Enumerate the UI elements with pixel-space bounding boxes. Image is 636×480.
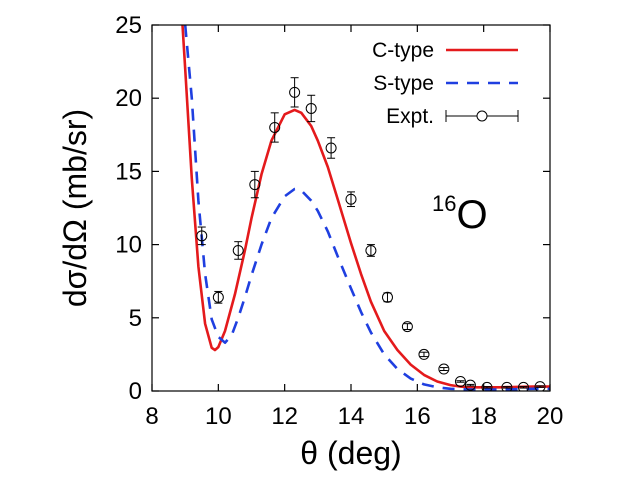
expt-marker <box>438 363 450 375</box>
series-line-s-type <box>183 25 550 391</box>
expt-marker <box>212 291 224 303</box>
expt-data-point <box>464 379 476 391</box>
x-tick-label: 18 <box>470 403 497 430</box>
expt-data-point <box>269 112 281 143</box>
expt-marker <box>289 86 301 98</box>
expt-marker <box>534 381 546 391</box>
expt-data-point <box>401 321 413 333</box>
expt-data-point <box>365 244 377 257</box>
experiment-points-layer <box>196 77 546 391</box>
expt-data-point <box>517 381 529 391</box>
x-tick-label: 10 <box>205 403 232 430</box>
expt-data-point <box>289 77 301 108</box>
y-tick-label: 20 <box>115 85 142 112</box>
nucleus-annotation: 16O <box>432 191 488 237</box>
expt-data-point <box>305 94 317 123</box>
y-tick-label: 0 <box>129 378 142 405</box>
expt-marker <box>464 379 476 391</box>
y-tick-label: 5 <box>129 305 142 332</box>
expt-marker <box>345 193 357 205</box>
expt-data-point <box>232 241 244 260</box>
expt-marker <box>501 381 513 391</box>
expt-marker <box>517 381 529 391</box>
expt-data-point <box>481 381 493 391</box>
expt-data-point <box>418 348 430 360</box>
legend-label-s-type: S-type <box>373 72 434 95</box>
mass-number: 16 <box>432 191 456 216</box>
series-line-c-type <box>181 25 550 389</box>
expt-marker <box>381 291 393 303</box>
element-symbol: O <box>456 193 487 237</box>
expt-marker <box>454 375 466 387</box>
y-axis-label: dσ/dΩ (mb/sr) <box>57 109 93 307</box>
expt-data-point <box>345 191 357 208</box>
plot-frame <box>151 24 551 392</box>
expt-marker <box>325 142 337 154</box>
y-tick-label: 15 <box>115 158 142 185</box>
expt-data-point <box>501 381 513 391</box>
x-tick-label: 16 <box>404 403 431 430</box>
expt-data-point <box>325 137 337 159</box>
axis-ticks: 8 10 12 14 16 18 20 0 5 10 15 20 25 <box>115 12 563 430</box>
expt-marker <box>249 179 261 191</box>
legend-label-expt: Expt. <box>386 105 434 128</box>
expt-data-point <box>438 363 450 375</box>
y-tick-label: 25 <box>115 12 142 39</box>
expt-data-point <box>249 170 261 199</box>
expt-data-point <box>454 375 466 387</box>
legend: C-type S-type Expt. <box>372 39 519 128</box>
expt-marker <box>365 244 377 256</box>
expt-marker <box>418 348 430 360</box>
expt-data-point <box>212 290 224 304</box>
expt-data-point <box>534 381 546 391</box>
expt-marker <box>269 121 281 133</box>
legend-label-c-type: C-type <box>372 39 434 62</box>
expt-marker <box>305 102 317 114</box>
expt-data-point <box>196 226 208 246</box>
x-tick-label: 20 <box>537 403 564 430</box>
curves-layer <box>181 25 550 391</box>
legend-swatch-expt <box>445 110 519 122</box>
expt-marker <box>232 244 244 256</box>
x-tick-label: 14 <box>338 403 365 430</box>
x-tick-label: 8 <box>145 403 158 430</box>
expt-data-point <box>381 291 393 303</box>
expt-marker <box>401 321 413 333</box>
x-axis-label: θ (deg) <box>300 435 401 471</box>
x-tick-label: 12 <box>271 403 298 430</box>
expt-marker <box>481 381 493 391</box>
expt-marker <box>196 230 208 242</box>
y-tick-label: 10 <box>115 232 142 259</box>
